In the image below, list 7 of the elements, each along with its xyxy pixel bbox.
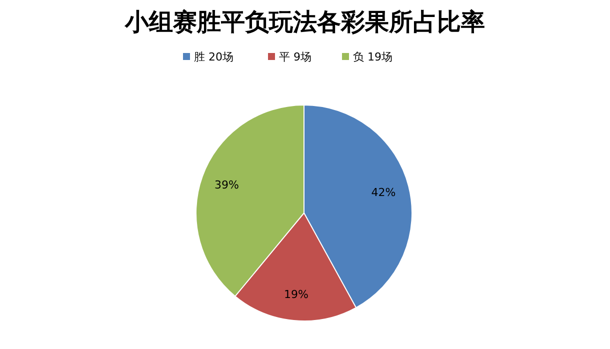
data-label: 19% xyxy=(284,288,308,302)
legend-label: 平 9场 xyxy=(279,50,312,64)
legend-label: 胜 20场 xyxy=(194,50,234,64)
chart-title: 小组赛胜平负玩法各彩果所占比率 xyxy=(124,7,485,36)
legend-label: 负 19场 xyxy=(353,50,392,64)
data-label: 39% xyxy=(214,178,239,192)
data-label: 42% xyxy=(371,186,396,200)
